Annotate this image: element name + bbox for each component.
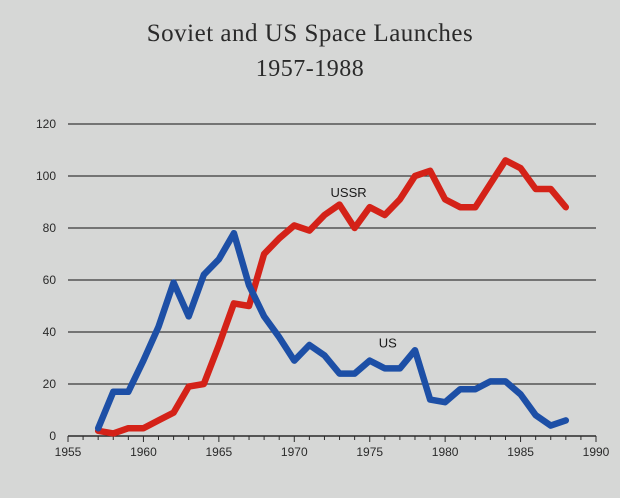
chart-title: Soviet and US Space Launches [146, 20, 474, 47]
series-line-us [94, 229, 570, 432]
x-tick-label: 1965 [206, 445, 233, 459]
series-line-ussr [94, 157, 570, 437]
x-tick-label: 1975 [356, 445, 383, 459]
x-tick-label: 1985 [507, 445, 534, 459]
series-label-ussr: USSR [331, 185, 367, 200]
y-tick-label: 40 [43, 325, 57, 339]
y-tick-label: 20 [43, 377, 57, 391]
series-label-us: US [379, 336, 397, 351]
y-tick-label: 80 [43, 221, 57, 235]
y-tick-label: 100 [36, 169, 56, 183]
y-tick-label: 0 [49, 429, 56, 443]
x-tick-label: 1990 [583, 445, 610, 459]
y-tick-label: 60 [43, 273, 57, 287]
x-tick-label: 1960 [130, 445, 157, 459]
x-tick-label: 1955 [55, 445, 82, 459]
x-tick-label: 1970 [281, 445, 308, 459]
x-tick-label: 1980 [432, 445, 459, 459]
chart-subtitle: 1957-1988 [255, 56, 365, 82]
y-tick-label: 120 [36, 117, 56, 131]
